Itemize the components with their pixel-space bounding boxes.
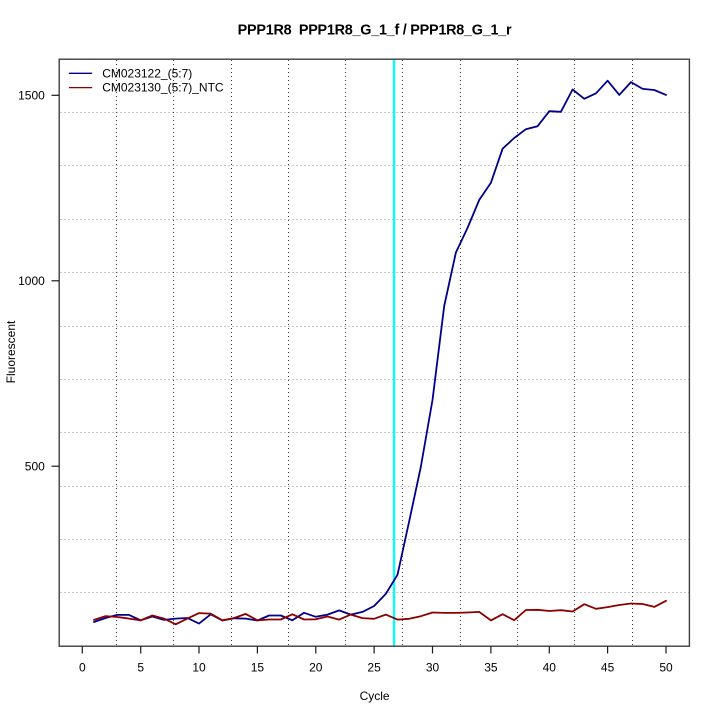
svg-text:5: 5 [137, 661, 144, 675]
svg-text:0: 0 [79, 661, 86, 675]
svg-text:25: 25 [367, 661, 381, 675]
svg-text:CM023130_(5:7)_NTC: CM023130_(5:7)_NTC [102, 80, 224, 94]
svg-text:Cycle: Cycle [360, 689, 390, 703]
svg-text:PPP1R8 PPP1R8_G_1_f / PPP1R8_: PPP1R8 PPP1R8_G_1_f / PPP1R8_G_1_r [238, 23, 512, 39]
svg-text:CM023122_(5:7): CM023122_(5:7) [102, 67, 192, 81]
svg-text:1000: 1000 [18, 274, 45, 288]
svg-text:1500: 1500 [18, 89, 45, 103]
svg-text:20: 20 [309, 661, 323, 675]
svg-text:50: 50 [659, 661, 673, 675]
svg-text:45: 45 [601, 661, 615, 675]
svg-text:30: 30 [426, 661, 440, 675]
svg-text:500: 500 [25, 460, 45, 474]
svg-text:Fluorescent: Fluorescent [4, 320, 18, 383]
svg-text:40: 40 [543, 661, 557, 675]
svg-text:15: 15 [251, 661, 265, 675]
svg-text:35: 35 [484, 661, 498, 675]
svg-text:10: 10 [192, 661, 206, 675]
